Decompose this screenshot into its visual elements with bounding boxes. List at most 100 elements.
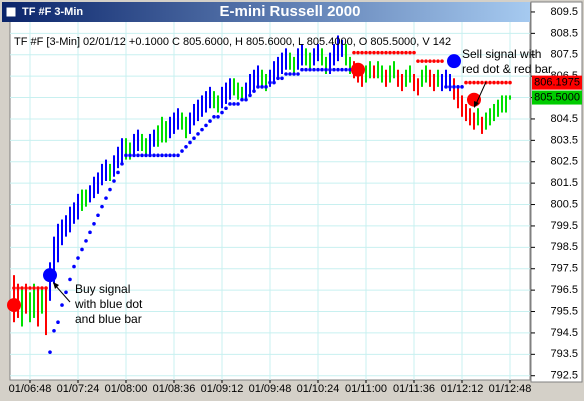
stop-dot [508,80,512,85]
stop-dot [116,170,120,175]
y-tick-label: 809.5 [550,6,578,18]
stop-dot [336,67,340,72]
price-box-label: 806.1975 [534,77,580,89]
stop-dot [364,50,368,55]
buy-annotation: with blue dot [74,297,143,311]
stop-dot [292,72,296,76]
x-tick-label: 01/11:00 [345,383,387,395]
sell-arrow [475,81,487,105]
signal-dot [447,54,461,69]
stop-dot [196,132,200,136]
stop-dot [236,102,240,106]
x-tick-label: 01/08:36 [153,383,196,395]
stop-dot [348,67,352,72]
x-tick-label: 01/12:48 [489,383,532,395]
stop-dot [252,89,256,93]
stop-dot [500,80,504,85]
annotations: Buy signal with blue dot and blue bar Se… [53,47,552,326]
price-box [532,90,582,105]
price-axis [530,1,583,383]
stop-dot [392,50,396,55]
stop-dot [472,80,476,85]
stop-dot [92,221,96,226]
stop-dot [20,286,24,290]
stop-dot [356,50,360,55]
x-tick-label: 01/09:48 [249,383,292,395]
stop-dot [208,119,212,123]
stop-dot [428,59,432,63]
stop-dot [416,59,420,63]
stop-dot [320,67,324,72]
stop-dot [176,153,180,158]
marks [7,35,512,354]
stop-dot [240,97,244,102]
stop-dot [400,50,404,55]
stop-dot [136,153,140,158]
y-tick-label: 803.5 [550,134,578,146]
stop-dot [96,213,100,218]
stop-dot [316,67,320,72]
stop-dot [468,80,472,85]
sell-annotation: Sell signal with [462,47,541,61]
stop-dot [300,67,304,72]
stop-dot [32,286,36,290]
stop-dot [440,59,444,63]
stop-dot [268,80,272,85]
stop-dot [156,153,160,158]
stop-dot [108,187,112,192]
stop-dot [172,153,176,158]
buy-arrow [54,284,71,303]
y-tick-label: 797.5 [550,263,578,275]
y-tick-label: 792.5 [550,370,578,382]
stop-dot [84,239,88,243]
stop-dot [408,50,412,55]
stop-dot [308,67,312,72]
stop-dot [388,50,392,55]
stop-dot [160,153,164,158]
stop-dot [60,303,64,307]
stop-dot [296,72,300,76]
y-tick-label: 802.5 [550,156,578,168]
stop-dot [72,264,76,269]
stop-dot [192,136,196,141]
stop-dot [476,80,480,85]
stop-dot [372,50,376,55]
stop-dot [68,277,72,282]
stop-dot [228,102,232,106]
stop-dot [340,67,344,72]
stop-dot [16,286,20,290]
stop-dot [28,286,32,290]
stop-dot [224,106,228,111]
stop-dot [56,320,60,325]
stop-dot [412,50,416,55]
x-tick-label: 01/11:36 [393,383,435,395]
stop-dot [216,115,220,119]
stop-dot [448,85,452,89]
x-tick-label: 01/08:00 [105,383,148,395]
stop-dot [256,85,260,89]
stop-dot [152,153,156,158]
signal-dot [7,298,21,313]
x-tick-label: 01/12:12 [441,383,484,395]
y-tick-label: 800.5 [550,198,578,210]
stop-dot [244,97,248,102]
stop-dot [368,50,372,55]
stop-dot [328,67,332,72]
stop-dot [80,247,84,252]
stop-dot [164,153,168,158]
symbol: TF #F 3-Min [22,6,83,18]
stop-dot [76,256,80,260]
stop-dot [232,102,236,106]
price-box [532,75,582,90]
x-tick-label: 01/07:24 [57,383,100,395]
stop-dot [492,80,496,85]
stop-dot [120,162,124,166]
stop-dot [276,76,280,81]
stop-dot [324,67,328,72]
stop-dot [260,85,264,89]
stop-dot [48,350,52,354]
stop-dot [184,144,188,149]
stop-dot [496,80,500,85]
stop-dot [24,286,28,290]
sell-annotation: red dot & red bar [462,62,552,76]
